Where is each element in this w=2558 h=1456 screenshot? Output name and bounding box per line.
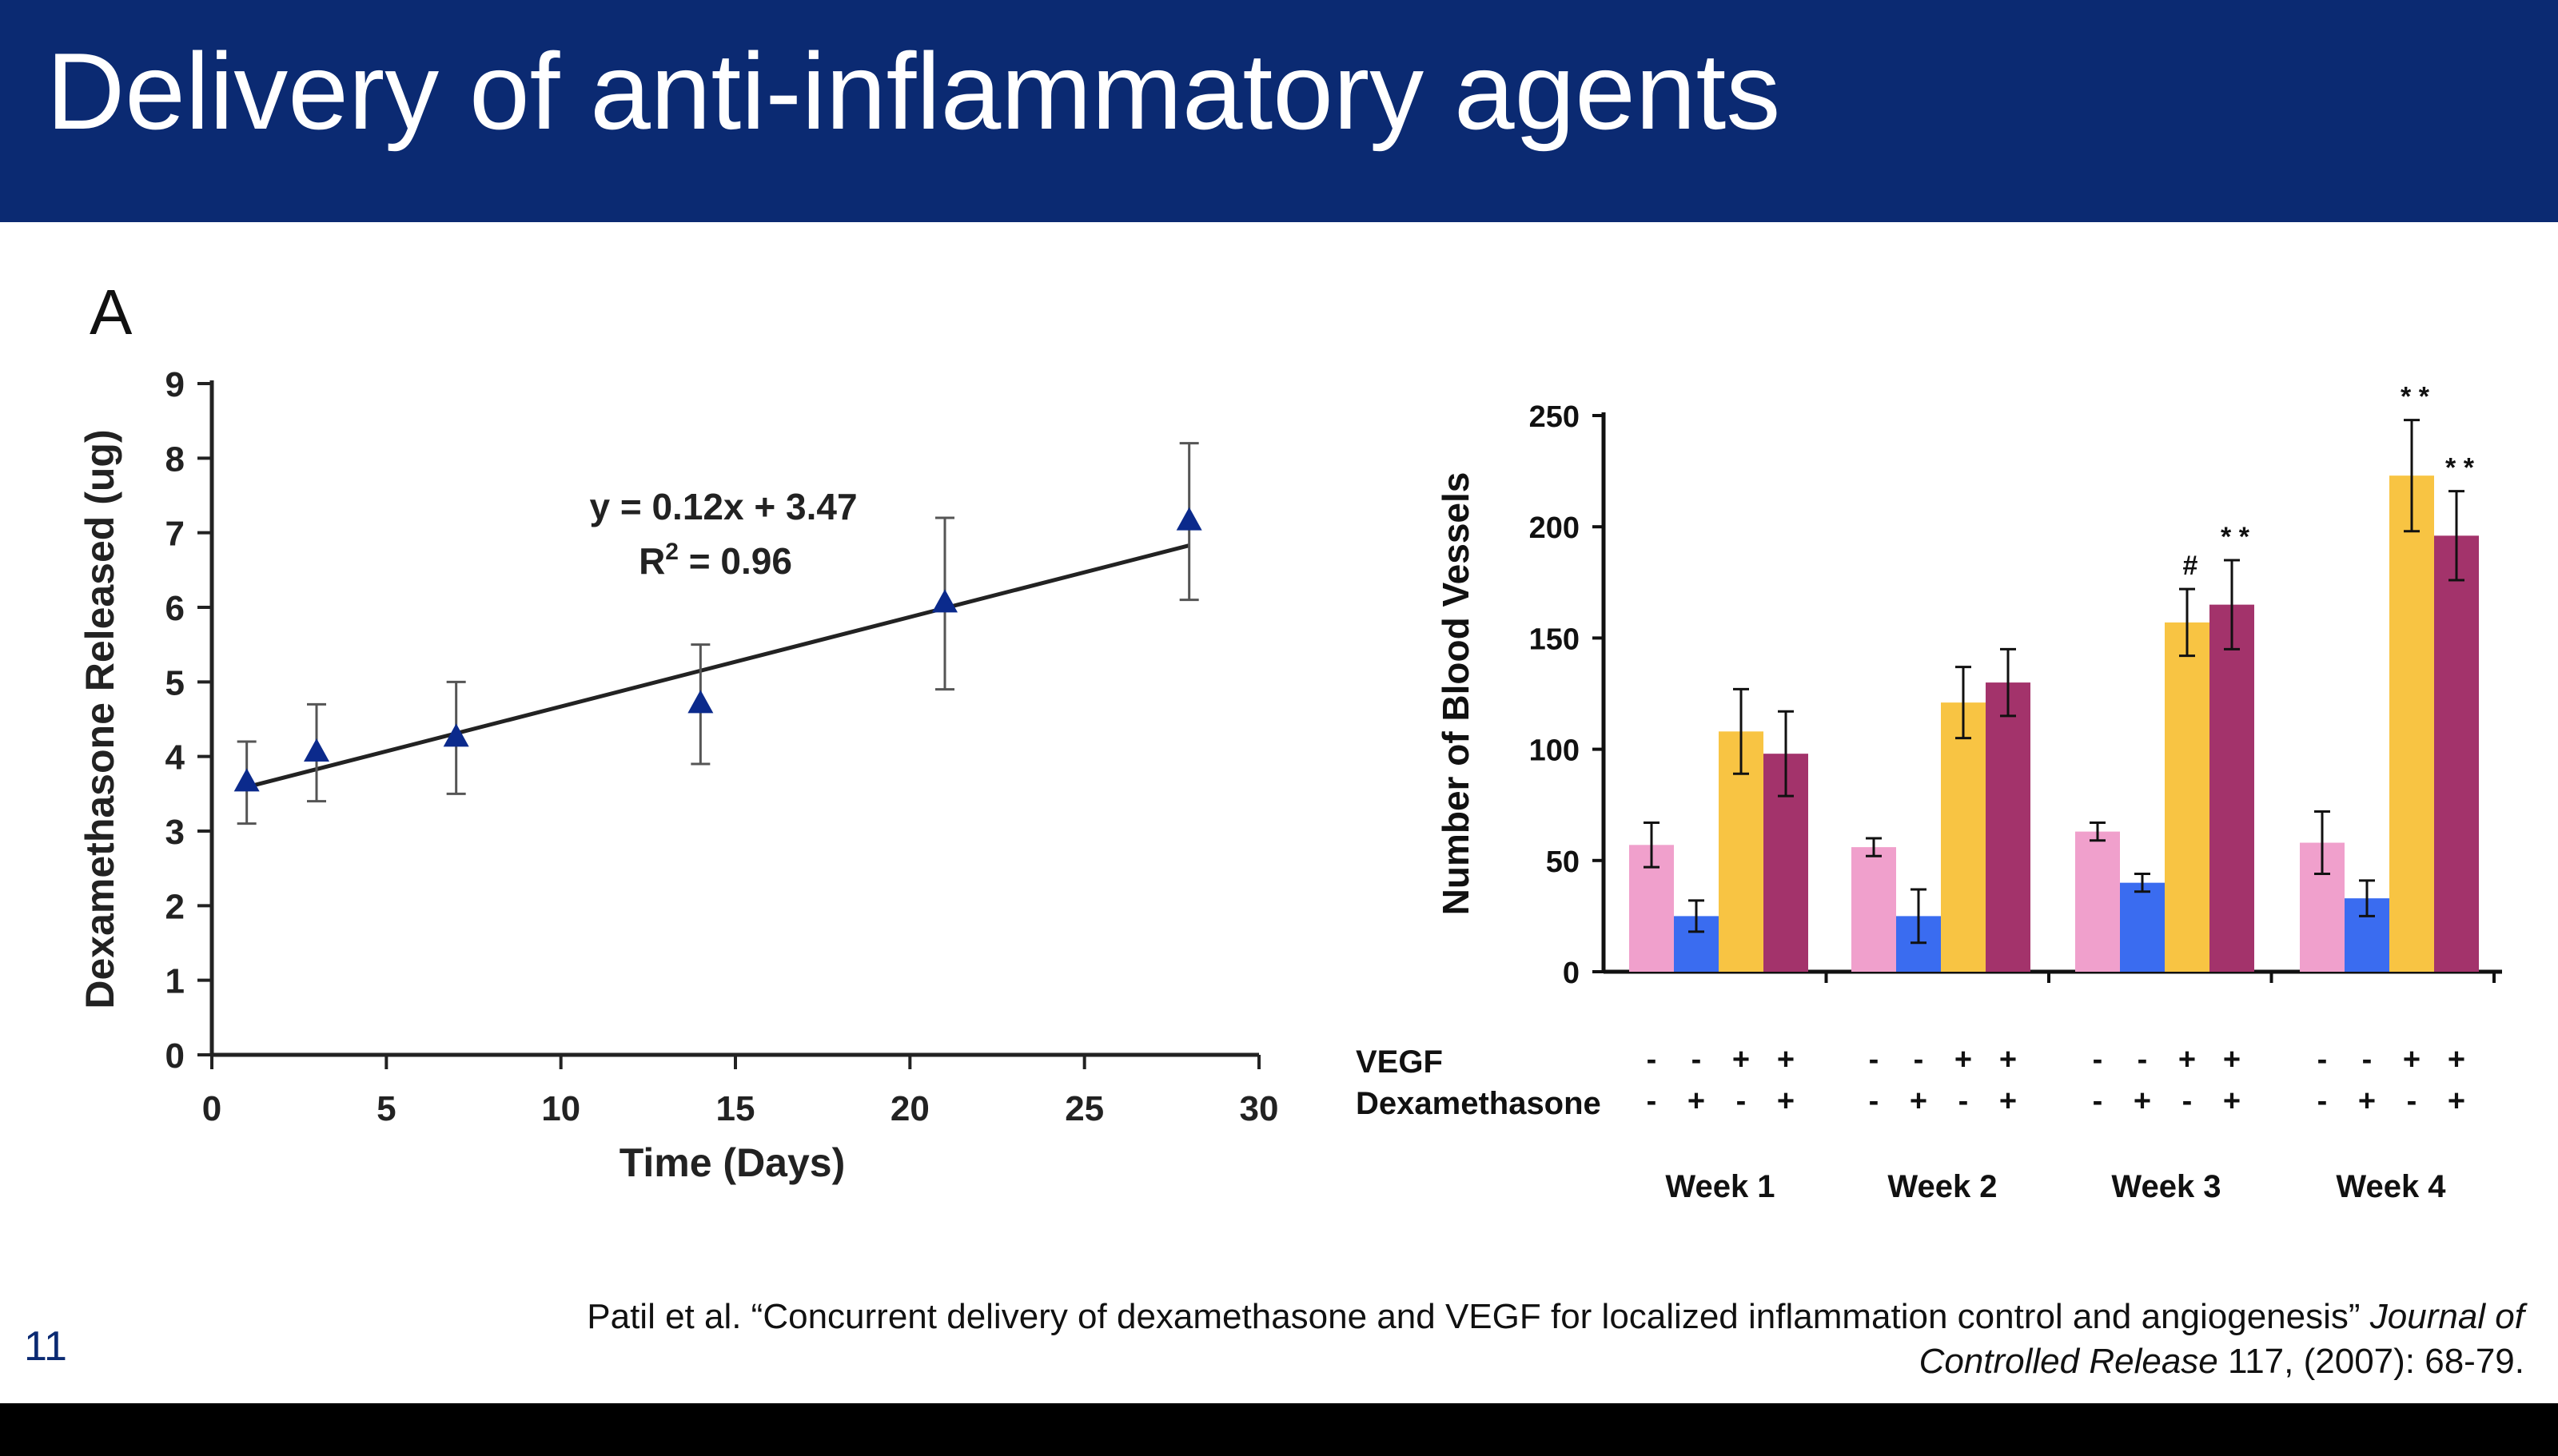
vegf-sign: - — [2093, 1043, 2103, 1076]
x-tick-label: 15 — [716, 1089, 755, 1128]
bar — [2120, 882, 2165, 972]
vegf-row-label: VEGF — [1356, 1044, 1443, 1080]
vegf-sign: + — [2178, 1043, 2196, 1076]
x-axis-title: Time (Days) — [620, 1140, 846, 1185]
y-tick-label: 150 — [1529, 623, 1580, 656]
significance-mark: * * — [2445, 453, 2475, 483]
release-chart: A 0 1 2 3 4 5 6 7 8 9 0 5 10 15 20 25 30 Time (Days) Dexame… — [78, 276, 1279, 1185]
page-number: 11 — [24, 1323, 67, 1370]
vegf-sign: - — [2362, 1043, 2373, 1076]
blood-vessel-chart: 0 50 100 150 200 250 Number of Blood Vessels - -… — [1356, 382, 2502, 1204]
dexamethasone-sign: - — [1647, 1084, 1657, 1118]
y-axis-title: Number of Blood Vessels — [1435, 472, 1476, 916]
category-label: Week 1 — [1665, 1169, 1775, 1204]
slide-title: Delivery of anti-inflammatory agents — [46, 30, 1781, 152]
y-tick-label: 250 — [1529, 400, 1580, 434]
vegf-sign: - — [2138, 1043, 2148, 1076]
equation-label: y = 0.12x + 3.47 — [589, 486, 857, 527]
dexamethasone-row-label: Dexamethasone — [1356, 1086, 1601, 1121]
x-tick-label: 10 — [541, 1089, 580, 1128]
citation-journal-cont: Controlled Release — [1918, 1342, 2218, 1381]
y-tick-label: 1 — [165, 962, 185, 1001]
y-tick-label: 200 — [1529, 511, 1580, 545]
vegf-sign: + — [2403, 1043, 2421, 1076]
dexamethasone-sign: + — [2223, 1084, 2241, 1118]
vegf-sign: + — [2223, 1043, 2241, 1076]
vegf-sign: + — [1954, 1043, 1972, 1076]
citation-details: 117, (2007): 68-79. — [2217, 1342, 2524, 1381]
data-point — [233, 768, 260, 792]
y-tick-label: 2 — [165, 887, 185, 926]
data-point — [304, 738, 329, 762]
vegf-sign: + — [1999, 1043, 2017, 1076]
x-tick-label: 5 — [377, 1089, 396, 1128]
dexamethasone-sign: + — [2358, 1084, 2376, 1118]
y-tick-label: 100 — [1529, 734, 1580, 768]
vegf-sign: + — [1777, 1043, 1795, 1076]
vegf-sign: - — [1914, 1043, 1924, 1076]
y-tick-label: 50 — [1546, 845, 1580, 879]
vegf-sign: - — [1691, 1043, 1702, 1076]
data-point — [687, 690, 714, 714]
bar — [2389, 475, 2434, 972]
y-tick-label: 6 — [165, 589, 185, 628]
dexamethasone-sign: - — [1958, 1084, 1969, 1118]
data-point — [443, 723, 469, 747]
vegf-sign: + — [1732, 1043, 1750, 1076]
significance-mark: # — [2183, 551, 2198, 581]
citation: Patil et al. “Concurrent delivery of dex… — [206, 1295, 2524, 1384]
slide: Delivery of anti-inflammatory agents A 0 1… — [0, 0, 2558, 1403]
dexamethasone-sign: + — [1687, 1084, 1705, 1118]
panel-label: A — [90, 276, 133, 348]
significance-mark: * * — [2401, 382, 2430, 412]
title-bar: Delivery of anti-inflammatory agents — [0, 0, 2558, 222]
dexamethasone-sign: + — [2448, 1084, 2465, 1118]
x-tick-label: 0 — [202, 1089, 221, 1128]
citation-text: Patil et al. “Concurrent delivery of dex… — [587, 1297, 2370, 1336]
dexamethasone-sign: - — [2182, 1084, 2193, 1118]
dexamethasone-sign: - — [2407, 1084, 2417, 1118]
dexamethasone-sign: + — [1999, 1084, 2017, 1118]
category-label: Week 4 — [2336, 1169, 2446, 1204]
citation-journal: Journal of — [2369, 1297, 2524, 1336]
dexamethasone-sign: - — [2317, 1084, 2328, 1118]
bar — [2165, 622, 2209, 972]
dexamethasone-sign: - — [2093, 1084, 2103, 1118]
bar — [2075, 831, 2120, 972]
dexamethasone-sign: - — [1736, 1084, 1747, 1118]
y-tick-label: 9 — [165, 365, 185, 404]
vegf-sign: - — [1869, 1043, 1879, 1076]
dexamethasone-sign: + — [1777, 1084, 1795, 1118]
x-tick-label: 20 — [891, 1089, 930, 1128]
dexamethasone-sign: + — [2134, 1084, 2151, 1118]
y-tick-label: 5 — [165, 663, 185, 702]
x-tick-label: 25 — [1065, 1089, 1104, 1128]
y-axis-title: Dexamethasone Released (ug) — [78, 429, 122, 1008]
y-tick-label: 0 — [165, 1036, 185, 1076]
bar — [2434, 535, 2479, 972]
data-point — [932, 589, 958, 613]
y-tick-label: 7 — [165, 515, 185, 554]
data-point — [1176, 507, 1202, 531]
bar — [2209, 604, 2254, 972]
y-tick-label: 8 — [165, 440, 185, 479]
vegf-sign: - — [1647, 1043, 1657, 1076]
y-tick-label: 4 — [165, 738, 185, 778]
bar — [1941, 702, 1986, 972]
dexamethasone-sign: + — [1910, 1084, 1927, 1118]
trendline — [246, 543, 1190, 790]
bar — [1986, 682, 2030, 972]
vegf-sign: + — [2448, 1043, 2465, 1076]
significance-mark: * * — [2221, 522, 2250, 552]
x-tick-label: 30 — [1240, 1089, 1279, 1128]
y-tick-label: 3 — [165, 813, 185, 852]
dexamethasone-sign: - — [1869, 1084, 1879, 1118]
y-tick-label: 0 — [1563, 957, 1580, 990]
category-label: Week 2 — [1887, 1169, 1997, 1204]
category-label: Week 3 — [2111, 1169, 2221, 1204]
r-squared-label: R2 = 0.96 — [639, 539, 792, 582]
bar — [1851, 847, 1896, 972]
vegf-sign: - — [2317, 1043, 2328, 1076]
